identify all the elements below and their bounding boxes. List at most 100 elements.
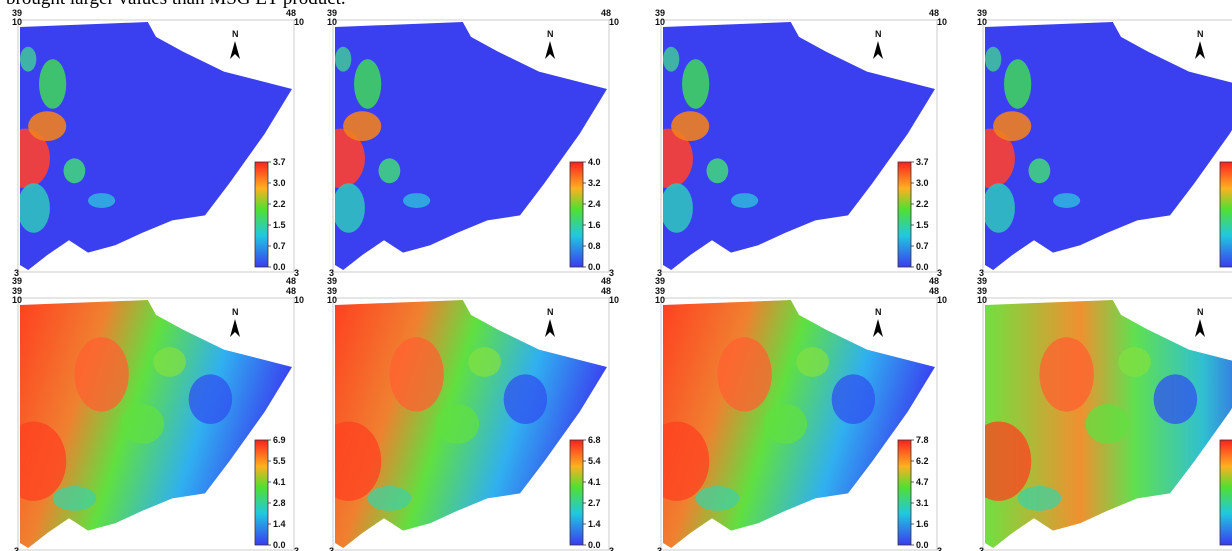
panel-frame (332, 19, 610, 273)
map-region (335, 22, 607, 270)
map-blob (378, 158, 401, 184)
colorbar-label: 1.5 (916, 220, 929, 230)
corner-label: 10 (327, 295, 337, 305)
map-blob (985, 128, 1015, 189)
corner-label: 48 (286, 8, 296, 18)
corner-label: 39 (327, 8, 337, 18)
colorbar-label: 1.4 (273, 519, 286, 529)
colorbar-label: 3.0 (916, 178, 929, 188)
map-blob (695, 486, 740, 511)
corner-label: 39 (977, 286, 987, 296)
corner-label: 3 (609, 268, 614, 278)
colorbar (897, 161, 912, 268)
colorbar-label: 3.7 (916, 157, 929, 167)
corner-label: 3 (657, 546, 662, 551)
north-arrow (230, 41, 240, 59)
colorbar-label: 2.4 (588, 199, 601, 209)
map-blob (389, 337, 444, 412)
colorbar (254, 161, 269, 268)
corner-label: 39 (12, 276, 22, 286)
colorbar-label: 0.0 (273, 540, 286, 550)
colorbar-label: 2.7 (588, 498, 601, 508)
corner-label: 3 (294, 268, 299, 278)
map-blob (74, 337, 129, 412)
colorbar (1219, 439, 1232, 546)
colorbar (897, 439, 912, 546)
header-text: brought larger values than MSG ET produc… (6, 0, 346, 10)
colorbar-label: 3.1 (916, 498, 929, 508)
map-panel: 39104810339348N6.85.44.12.71.40.0 (327, 286, 619, 551)
map-texture (985, 46, 1081, 233)
map-blob (1039, 337, 1094, 412)
corner-label: 3 (657, 268, 662, 278)
map-blob (468, 347, 501, 377)
map-blob (1004, 59, 1032, 109)
corner-label: 3 (937, 268, 942, 278)
corner-label: 10 (655, 17, 665, 27)
corner-label: 10 (12, 17, 22, 27)
panel-frame (332, 297, 610, 551)
map-blob (985, 183, 1015, 233)
corner-label: 3 (14, 546, 19, 551)
corner-label: 10 (12, 295, 22, 305)
colorbar-label: 1.6 (588, 220, 601, 230)
north-label: N (547, 29, 554, 39)
colorbar-label: 4.1 (588, 477, 601, 487)
colorbar-label: 0.0 (916, 262, 929, 272)
colorbar-label: 0.0 (588, 262, 601, 272)
colorbar-label: 6.2 (916, 456, 929, 466)
north-label: N (232, 307, 239, 317)
map-blob (1153, 374, 1198, 425)
colorbar-label: 2.2 (916, 199, 929, 209)
corner-label: 39 (327, 286, 337, 296)
panel-frame (660, 19, 938, 273)
corner-label: 10 (294, 17, 304, 27)
map-texture (663, 46, 759, 233)
colorbar-label: 0.7 (273, 241, 286, 251)
north-arrow (230, 319, 240, 337)
corner-label: 10 (655, 295, 665, 305)
corner-label: 39 (977, 276, 987, 286)
map-region (20, 22, 292, 270)
map-blob (663, 421, 710, 501)
corner-label: 3 (329, 268, 334, 278)
colorbar-label: 4.1 (273, 477, 286, 487)
colorbar-label: 0.0 (273, 262, 286, 272)
corner-label: 39 (655, 276, 665, 286)
corner-label: 3 (294, 546, 299, 551)
north-arrow (1195, 41, 1205, 59)
colorbar-label: 2.8 (273, 498, 286, 508)
corner-label: 10 (327, 17, 337, 27)
map-blob (28, 111, 67, 142)
colorbar-label: 3.0 (273, 178, 286, 188)
map-texture (335, 46, 431, 233)
corner-label: 48 (601, 276, 611, 286)
map-blob (335, 183, 365, 233)
corner-label: 39 (12, 286, 22, 296)
map-blob (663, 128, 693, 189)
north-label: N (875, 307, 882, 317)
colorbar-label: 5.5 (273, 456, 286, 466)
corner-label: 48 (929, 286, 939, 296)
north-label: N (1197, 307, 1204, 317)
map-blob (52, 486, 97, 511)
colorbar-label: 4.7 (916, 477, 929, 487)
corner-label: 3 (329, 546, 334, 551)
north-arrow (873, 319, 883, 337)
map-blob (682, 59, 710, 109)
colorbar-label: 0.0 (916, 540, 929, 550)
corner-label: 48 (601, 8, 611, 18)
corner-label: 10 (294, 295, 304, 305)
corner-label: 10 (937, 295, 947, 305)
colorbar-label: 6.9 (273, 435, 286, 445)
map-texture (20, 337, 233, 511)
corner-label: 48 (286, 286, 296, 296)
map-blob (39, 59, 67, 109)
colorbar-label: 4.0 (588, 157, 601, 167)
map-texture (663, 337, 876, 511)
corner-label: 39 (977, 8, 987, 18)
